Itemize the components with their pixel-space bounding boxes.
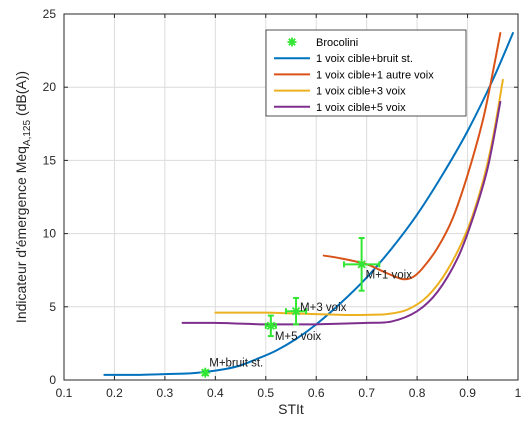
legend-entry: 1 voix cible+1 autre voix	[274, 69, 434, 81]
y-axis-label-subscript: A,125	[22, 119, 33, 146]
x-tick-label: 0.2	[106, 386, 123, 400]
x-tick-label: 0.8	[409, 386, 426, 400]
point-label: M+bruit st.	[209, 358, 263, 370]
legend: Brocolini 1 voix cible+bruit st. 1 voix ci…	[265, 29, 467, 117]
x-tick-label: 0.4	[207, 386, 224, 400]
data-point	[342, 236, 381, 292]
x-tick-label: 0.7	[358, 386, 375, 400]
legend-label: 1 voix cible+bruit st.	[316, 53, 413, 65]
brocolini-star-marker	[265, 320, 276, 331]
legend-label: 1 voix cible+3 voix	[316, 86, 406, 98]
y-tick-label: 25	[43, 7, 57, 21]
y-tick-label: 15	[43, 153, 57, 167]
star-stroke	[357, 260, 366, 269]
y-axis-label: Indicateur d'émergence MeqA,125 (dB(A))	[13, 71, 33, 323]
annotations: M+bruit st. M+5 voix M+3 voix M+1 voix	[209, 269, 412, 369]
legend-entry: 1 voix cible+bruit st.	[274, 53, 413, 65]
brocolini-star-marker	[356, 259, 367, 270]
star-stroke	[201, 368, 210, 377]
brocolini-star-marker	[291, 306, 302, 317]
x-tick-label: 0.1	[56, 386, 73, 400]
x-tick-label: 0.5	[257, 386, 274, 400]
x-axis-label: STIt	[278, 401, 304, 417]
legend-entry: 1 voix cible+3 voix	[274, 86, 406, 98]
y-tick-label: 5	[49, 300, 56, 314]
y-tick-label: 0	[49, 373, 56, 387]
star-stroke	[288, 38, 296, 46]
legend-entry: 1 voix cible+5 voix	[274, 102, 406, 114]
legend-items: Brocolini 1 voix cible+bruit st. 1 voix ci…	[274, 37, 434, 114]
star-stroke	[266, 321, 275, 331]
series-lines	[103, 32, 514, 376]
x-tick-label: 1	[515, 386, 522, 400]
brocolini-star-marker	[200, 367, 211, 378]
x-tick-label: 0.9	[459, 386, 476, 400]
data-point	[264, 314, 277, 338]
series-line-1	[103, 32, 514, 376]
legend-box	[265, 29, 467, 117]
data-point	[200, 367, 211, 378]
legend-label: 1 voix cible+1 autre voix	[316, 69, 434, 81]
x-tick-label: 0.3	[157, 386, 174, 400]
y-tick-label: 10	[43, 227, 57, 241]
data-point	[284, 297, 308, 326]
plot-area-border	[63, 13, 519, 381]
brocolini-star-marker	[287, 37, 297, 47]
series-line-4	[181, 100, 502, 326]
legend-entry: Brocolini	[287, 37, 358, 49]
x-tick-label: 0.6	[308, 386, 325, 400]
series-line-3	[214, 78, 504, 316]
point-label: M+3 voix	[300, 302, 347, 314]
legend-label: 1 voix cible+5 voix	[316, 102, 406, 114]
legend-label: Brocolini	[316, 37, 358, 49]
brocolini-markers	[200, 236, 381, 378]
point-label: M+5 voix	[275, 331, 322, 343]
y-tick-label: 20	[43, 80, 57, 94]
point-label: M+1 voix	[366, 269, 413, 281]
y-axis-label-main: Indicateur d'émergence Meq	[13, 146, 29, 323]
star-stroke	[291, 307, 301, 316]
y-axis-label-unit: (dB(A))	[13, 71, 29, 120]
